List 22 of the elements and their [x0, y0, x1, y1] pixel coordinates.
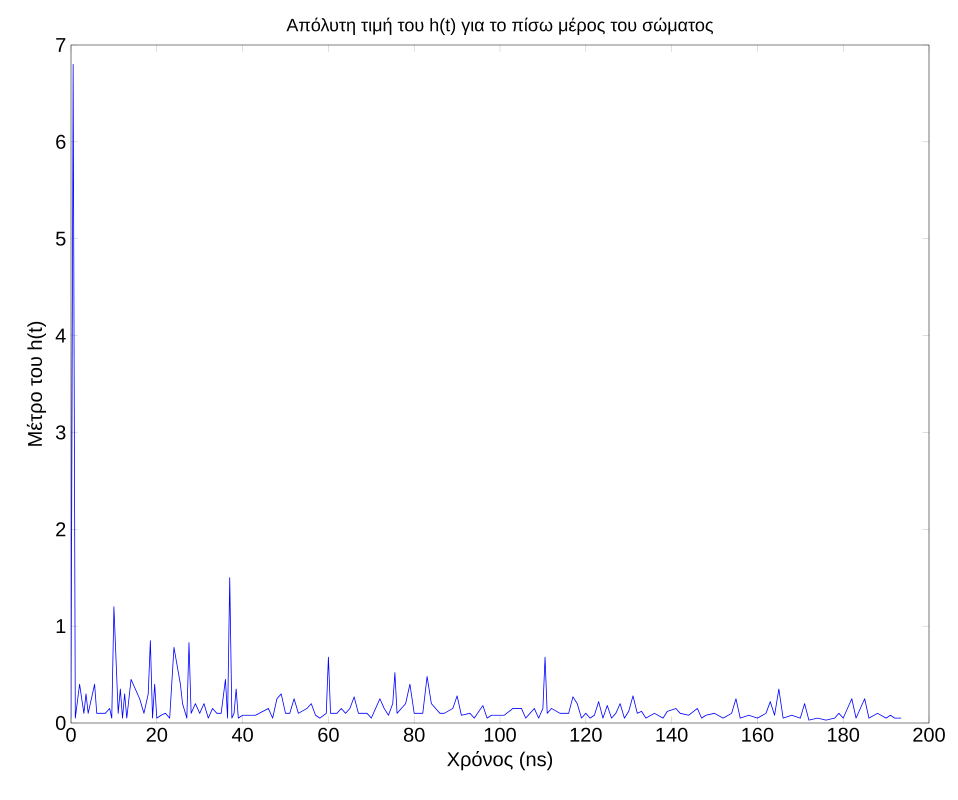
y-tick-label: 7 — [56, 38, 66, 52]
y-axis-title: Μέτρο του h(t) — [26, 322, 46, 446]
y-tick-label: 3 — [56, 425, 66, 440]
x-axis-title: Χρόνος (ns) — [447, 751, 552, 770]
x-tick-label: 140 — [656, 728, 688, 742]
y-tick-label: 2 — [56, 522, 66, 536]
x-tick-label: 100 — [484, 728, 516, 742]
x-tick-label: 20 — [146, 728, 168, 742]
x-tick-label: 60 — [318, 728, 339, 742]
chart-title: Απόλυτη τιμή του h(t) για το πίσω μέρος του σώματος — [286, 18, 714, 35]
y-tick-label: 5 — [56, 232, 66, 246]
x-tick-label: 160 — [742, 728, 774, 742]
y-tick-label: 6 — [56, 134, 66, 149]
y-tick-label: 0 — [56, 716, 66, 730]
y-tick-label: 4 — [56, 328, 66, 342]
x-tick-label: 0 — [66, 728, 76, 742]
x-tick-label: 40 — [232, 728, 253, 742]
x-tick-label: 180 — [828, 728, 860, 742]
x-tick-label: 80 — [404, 728, 425, 742]
x-tick-label: 200 — [913, 728, 945, 742]
x-tick-label: 120 — [570, 728, 602, 742]
y-tick-label: 1 — [56, 619, 66, 634]
